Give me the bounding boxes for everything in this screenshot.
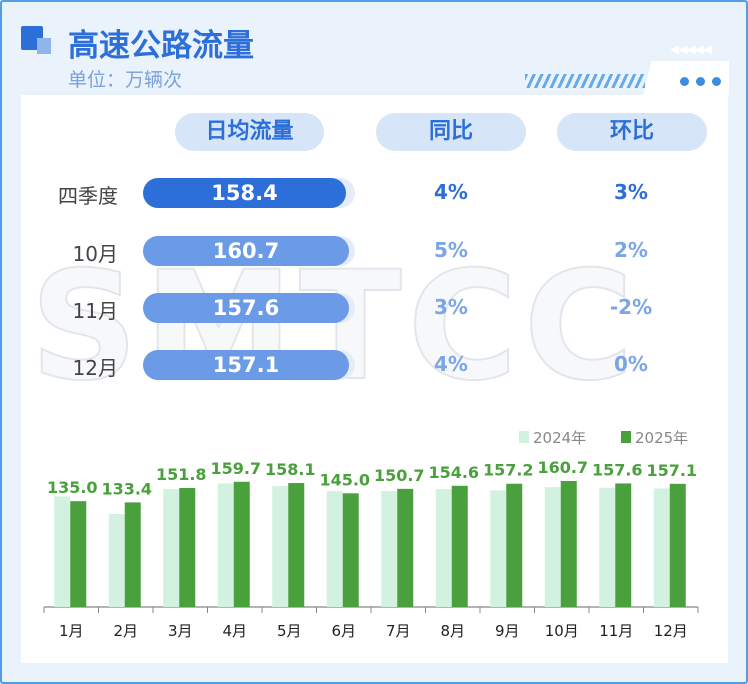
yoy-value: 3% — [434, 295, 468, 319]
mom-value: -2% — [609, 295, 653, 319]
x-tick-label: 9月 — [495, 622, 520, 640]
x-tick-label: 8月 — [440, 622, 465, 640]
mom-value: 2% — [614, 238, 648, 262]
data-label: 158.1 — [265, 460, 316, 479]
legend-swatch-2024 — [519, 431, 529, 443]
bar-2025 — [179, 487, 196, 607]
x-tick-label: 4月 — [222, 622, 247, 640]
x-tick-label: 3月 — [168, 622, 193, 640]
data-label: 133.4 — [101, 479, 152, 498]
mom-value: 3% — [614, 180, 648, 204]
data-label: 157.1 — [646, 461, 697, 480]
data-label: 157.6 — [592, 460, 643, 479]
value-bar: 158.4 — [143, 178, 346, 208]
bar-2024 — [108, 514, 125, 607]
x-tick-label: 5月 — [277, 622, 302, 640]
legend-label-2024: 2024年 — [533, 429, 586, 447]
x-tick-label: 11月 — [599, 622, 633, 640]
x-tick-label: 7月 — [386, 622, 411, 640]
legend-swatch-2025 — [621, 431, 631, 443]
bar-2024 — [435, 489, 452, 607]
x-tick-label: 1月 — [59, 622, 84, 640]
data-label: 145.0 — [319, 470, 370, 489]
bar-2025 — [615, 483, 632, 607]
data-label: 150.7 — [374, 466, 425, 485]
bar-2024 — [490, 490, 507, 607]
bar-2025 — [397, 488, 414, 607]
row-label: 四季度 — [58, 184, 118, 208]
x-tick-label: 10月 — [545, 622, 579, 640]
bar-2024 — [163, 489, 180, 607]
header-mom: 环比 — [557, 113, 707, 151]
watermark: SMTCC — [29, 239, 640, 415]
mom-value: 0% — [614, 352, 648, 376]
data-label: 159.7 — [210, 459, 261, 478]
bar-2024 — [544, 487, 561, 607]
bar-2025 — [70, 501, 87, 607]
data-label: 135.0 — [47, 478, 98, 497]
row-label: 11月 — [72, 299, 118, 323]
bar-2024 — [599, 487, 616, 607]
stripes-decoration — [525, 74, 645, 88]
bar-2025 — [506, 483, 523, 607]
yoy-value: 4% — [434, 352, 468, 376]
page-title: 高速公路流量 — [68, 28, 254, 64]
header-daily-flow: 日均流量 — [175, 113, 324, 151]
value-bar: 157.1 — [143, 350, 349, 380]
bar-2025 — [124, 502, 141, 607]
bar-2025 — [451, 485, 468, 607]
value-bar-track: 157.6 — [143, 293, 355, 323]
data-label: 151.8 — [156, 465, 207, 484]
value-bar: 157.6 — [143, 293, 349, 323]
dot-icon — [696, 77, 705, 86]
bar-2024 — [326, 491, 343, 607]
row-label: 12月 — [72, 356, 118, 380]
dot-icon — [712, 77, 721, 86]
value-bar-track: 160.7 — [143, 236, 355, 266]
dot-icon — [680, 77, 689, 86]
header-yoy: 同比 — [376, 113, 526, 151]
value-bar-track: 158.4 — [143, 178, 355, 208]
bar-2025 — [233, 481, 250, 607]
bar-2025 — [560, 481, 577, 607]
yoy-value: 5% — [434, 238, 468, 262]
yoy-value: 4% — [434, 180, 468, 204]
data-label: 154.6 — [428, 463, 479, 482]
value-bar: 160.7 — [143, 236, 349, 266]
x-tick-label: 2月 — [113, 622, 138, 640]
bar-2025 — [288, 483, 305, 607]
bar-2024 — [381, 491, 398, 607]
unit-label: 单位：万辆次 — [68, 69, 183, 91]
row-label: 10月 — [72, 242, 118, 266]
value-bar-track: 157.1 — [143, 350, 355, 380]
bar-2025 — [669, 483, 686, 607]
x-tick-label: 12月 — [654, 622, 688, 640]
bar-2024 — [217, 483, 234, 607]
logo-square-shadow-icon — [37, 38, 51, 54]
bar-2024 — [653, 488, 670, 607]
bar-2024 — [272, 486, 289, 607]
bar-2025 — [342, 493, 359, 607]
x-tick-label: 6月 — [331, 622, 356, 640]
arrows-decoration-icon: ◀◀◀◀◀ — [670, 42, 712, 56]
legend-label-2025: 2025年 — [635, 429, 688, 447]
bar-2024 — [54, 496, 71, 607]
data-label: 160.7 — [537, 458, 588, 477]
data-label: 157.2 — [483, 461, 534, 480]
